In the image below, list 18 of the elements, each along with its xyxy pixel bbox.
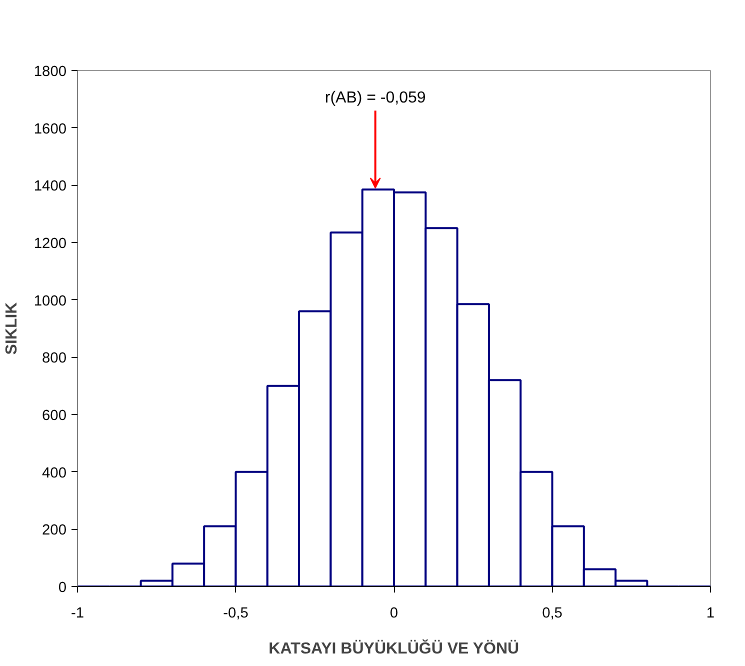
y-tick-label: 600: [42, 408, 67, 424]
y-tick-label: 800: [42, 350, 67, 367]
y-tick-label: 1200: [34, 236, 67, 252]
x-tick-label: -1: [70, 606, 84, 622]
y-tick-label: 0: [58, 580, 67, 596]
x-tick-label: 0: [390, 606, 398, 622]
y-tick-label: 1000: [34, 293, 67, 310]
x-axis-title: KATSAYI BÜYÜKLÜĞÜ VE YÖNÜ: [268, 638, 520, 658]
x-tick-label: 0,5: [542, 606, 562, 622]
x-tick-label: -0,5: [223, 606, 248, 622]
y-tick-label: 200: [42, 522, 67, 539]
y-axis-title: SIKLIK: [4, 302, 20, 355]
y-tick-label: 1400: [34, 178, 67, 195]
y-tick-label: 1800: [34, 64, 67, 80]
y-tick-label: 1600: [34, 121, 67, 138]
x-tick-label: 1: [706, 606, 715, 622]
y-tick-label: 400: [42, 465, 67, 482]
annotation: r(AB) = -0,059: [324, 90, 426, 107]
